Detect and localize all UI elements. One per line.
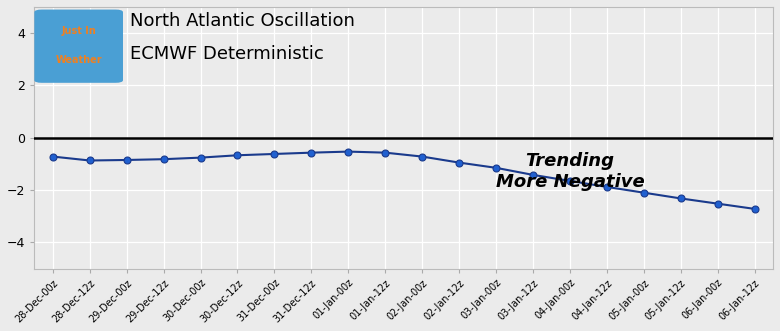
Text: Weather: Weather [55, 55, 102, 65]
Text: ECMWF Deterministic: ECMWF Deterministic [130, 45, 324, 63]
FancyBboxPatch shape [34, 10, 123, 83]
Text: Just In: Just In [62, 26, 96, 36]
Text: Trending
More Negative: Trending More Negative [495, 152, 644, 191]
Text: North Atlantic Oscillation: North Atlantic Oscillation [130, 12, 355, 30]
